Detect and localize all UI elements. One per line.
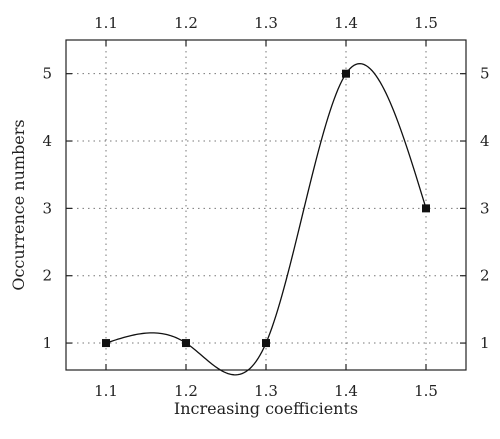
y-tick-label-right: 5 [480, 65, 490, 83]
y-tick-label-left: 4 [42, 132, 52, 150]
y-tick-label-right: 4 [480, 132, 490, 150]
data-point [422, 204, 430, 213]
data-point [342, 69, 350, 78]
markers [102, 69, 430, 348]
data-point [102, 339, 110, 348]
y-tick-label-left: 2 [42, 267, 52, 285]
data-point [262, 339, 270, 348]
ticks: 1.1 1.1 1.2 1.2 1.3 1.3 1.4 1.4 1.5 1.5 1 1 2 2 3 3 4 4 5 5 [42, 14, 489, 400]
y-tick-label-right: 1 [480, 334, 490, 352]
x-tick-label-top: 1.1 [94, 14, 118, 32]
y-tick-label-left: 5 [42, 65, 52, 83]
x-tick-label-bottom: 1.4 [334, 382, 358, 400]
x-axis-label: Increasing coefficients [174, 399, 358, 418]
data-point [182, 339, 190, 348]
y-tick-label-right: 3 [480, 199, 490, 217]
y-tick-label-right: 2 [480, 267, 490, 285]
x-tick-label-bottom: 1.5 [414, 382, 438, 400]
y-tick-label-left: 3 [42, 199, 52, 217]
x-tick-label-bottom: 1.1 [94, 382, 118, 400]
x-tick-label-top: 1.4 [334, 14, 358, 32]
x-tick-label-top: 1.3 [254, 14, 278, 32]
series-line [105, 63, 427, 376]
x-tick-label-bottom: 1.2 [174, 382, 198, 400]
x-tick-label-top: 1.5 [414, 14, 438, 32]
grid [66, 40, 466, 370]
y-tick-label-left: 1 [42, 334, 52, 352]
x-tick-label-top: 1.2 [174, 14, 198, 32]
y-axis-label: Occurrence numbers [9, 119, 28, 290]
x-tick-label-bottom: 1.3 [254, 382, 278, 400]
